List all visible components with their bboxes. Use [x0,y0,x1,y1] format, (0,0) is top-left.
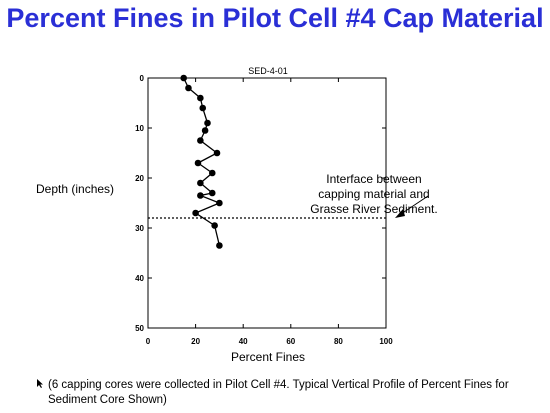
x-axis-label: Percent Fines [231,350,305,364]
data-point [197,94,204,102]
plot-frame [147,77,387,329]
axis-ticks: 0 20 40 60 80 100 0 10 20 30 40 50 [135,74,393,346]
x-tick-label: 60 [286,337,295,346]
y-tick-label: 50 [135,324,144,333]
y-tick-label: 30 [135,224,144,233]
data-point [201,127,209,134]
x-tick-label: 40 [239,337,248,346]
data-point [211,222,218,229]
data-point [197,192,204,199]
data-point [208,189,216,197]
series-line [183,77,222,246]
y-tick-label: 40 [135,274,144,283]
data-point [213,149,221,157]
x-tick-label: 80 [334,337,343,346]
data-point [204,119,211,127]
data-point [199,104,207,112]
x-tick-label: 20 [191,337,200,346]
chart-subtitle: SED-4-01 [248,66,288,76]
data-points [180,74,223,249]
data-point [180,74,187,82]
slide-title: Percent Fines in Pilot Cell #4 Cap Mater… [6,3,544,33]
y-axis-label: Depth (inches) [36,182,114,196]
footnote: (6 capping cores were collected in Pilot… [36,378,536,408]
data-point [197,137,204,144]
y-tick-label: 10 [135,124,144,133]
pointer-bullet-icon [37,379,43,388]
data-point [197,179,204,187]
data-point [208,169,216,177]
data-point [185,84,192,92]
interface-annotation: Interface between capping material and G… [310,172,438,216]
x-tick-label: 100 [379,337,393,346]
data-point [216,199,223,207]
x-tick-label: 0 [146,337,151,346]
data-point [216,242,223,249]
data-point [192,209,199,217]
footnote-text: (6 capping cores were collected in Pilot… [48,379,509,406]
interface-arrow-head [395,209,405,218]
data-point [194,159,202,167]
y-tick-label: 0 [140,74,145,83]
y-tick-label: 20 [135,174,144,183]
